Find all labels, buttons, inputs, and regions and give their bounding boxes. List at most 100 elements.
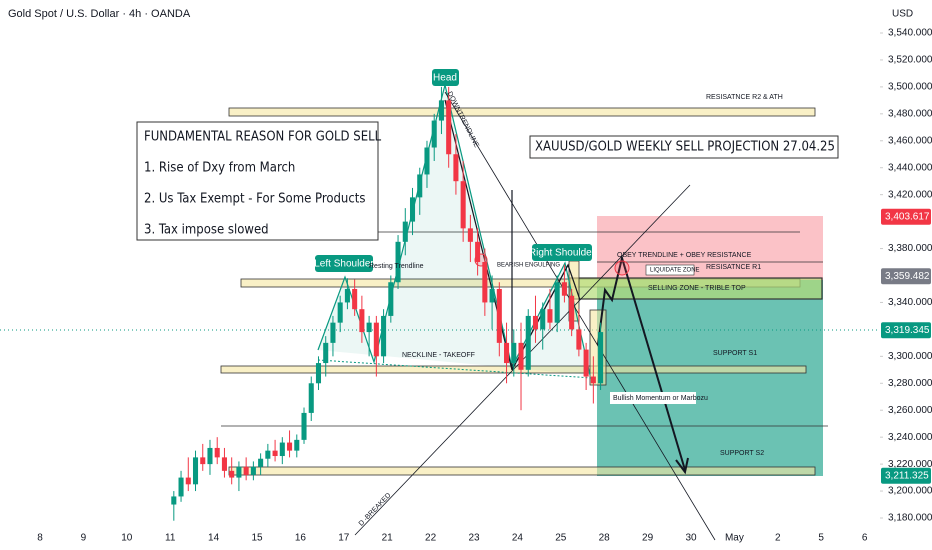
y-tick-label: 3,540.000 (888, 28, 932, 39)
annotation: SELLING ZONE - TRIBLE TOP (648, 285, 746, 292)
candle-body (438, 100, 444, 121)
candle-body (402, 221, 408, 242)
candle-body (424, 147, 430, 175)
candle-body (185, 477, 191, 485)
candle-body (467, 228, 473, 242)
candle-body (192, 457, 199, 485)
candle-body (344, 288, 350, 303)
x-tick-label: 25 (555, 533, 567, 544)
y-tick-label: 3,200.000 (888, 486, 932, 497)
candle-body (315, 363, 322, 384)
x-tick-label: 9 (81, 533, 87, 544)
price-tag (881, 467, 931, 484)
candle-body (504, 342, 510, 364)
candle-body (475, 241, 481, 263)
candle-body (308, 383, 314, 413)
candle-body (561, 282, 567, 296)
x-tick-label: 2 (775, 533, 781, 544)
label-badge (432, 69, 459, 86)
x-tick-label: 15 (251, 533, 263, 544)
candle-body (583, 349, 589, 377)
candle-body (279, 442, 285, 457)
annotation: BEARISH ENGULFING (497, 263, 560, 269)
price-tag (881, 322, 931, 339)
candle-body (482, 262, 488, 303)
y-tick-label: 3,180.000 (888, 513, 932, 524)
annotation: 3. Tax impose slowed (144, 223, 269, 238)
x-tick-label: May (725, 533, 744, 544)
text-box (645, 264, 695, 276)
candle-body (337, 302, 343, 323)
annotation: 1. Rise of Dxy from March (144, 161, 295, 176)
x-tick-label: 10 (121, 533, 133, 544)
candle-body (431, 120, 437, 148)
currency: USD (892, 9, 913, 20)
y-tick-label: 3,220.000 (888, 459, 932, 470)
candle-body (460, 181, 466, 229)
candle-body (221, 457, 227, 471)
price-tag-label: 3,403.617 (885, 211, 930, 222)
candle-body (388, 282, 394, 316)
annotation: XAUUSD/GOLD WEEKLY SELL PROJECTION 27.04… (535, 140, 835, 155)
y-tick-label: 3,500.000 (888, 82, 932, 93)
annotation: Resting Trendline (369, 263, 424, 270)
arrow-head (675, 457, 689, 475)
annotation: D -BREAKED (358, 492, 393, 528)
x-tick-label: 21 (382, 533, 394, 544)
candle-body (446, 100, 452, 155)
pattern-fill (318, 85, 590, 375)
annotation: SUPPORT S1 (713, 350, 757, 357)
annotation: NECKLINE - TAKEOFF (402, 352, 475, 359)
candle-body (532, 315, 539, 330)
candle-body (287, 442, 293, 451)
annotation: OBEY TRENDLINE + OBEY RESISTANCE (617, 252, 752, 259)
candle-body (207, 447, 213, 465)
y-tick-label: 3,520.000 (888, 55, 932, 66)
y-tick-label: 3,380.000 (888, 243, 932, 254)
y-tick-label: 3,440.000 (888, 162, 932, 173)
candle-body (243, 466, 249, 475)
y-tick-label: 3,300.000 (888, 351, 932, 362)
annotation: Head (433, 73, 457, 84)
downtrend-line (444, 91, 716, 541)
y-tick-label: 3,420.000 (888, 189, 932, 200)
candle-body (576, 329, 582, 350)
candle-body (496, 288, 502, 343)
candle-body (272, 450, 278, 457)
text-box (136, 121, 379, 241)
candle-body (590, 376, 596, 384)
x-tick-label: 22 (425, 533, 437, 544)
projection-arrow (597, 254, 686, 471)
candle-body (525, 315, 531, 370)
candles (171, 86, 604, 521)
candle-body (511, 342, 517, 364)
candle-body (554, 282, 560, 323)
x-tick-label: 5 (818, 533, 824, 544)
annotation: RESISATNCE R1 (706, 264, 761, 271)
candle-body (236, 466, 242, 478)
candle-body (294, 439, 300, 451)
x-tick-label: 30 (685, 533, 697, 544)
y-tick-label: 3,260.000 (888, 405, 932, 416)
candle-body (381, 315, 387, 357)
annotation: 2. Us Tax Exempt - For Some Products (144, 192, 365, 207)
candle-body (373, 322, 379, 357)
candle-body (265, 450, 271, 459)
price-tag-label: 3,211.325 (885, 470, 929, 481)
label-badge (532, 244, 592, 261)
candle-body (453, 154, 459, 182)
annotation: Right Shoulder (529, 248, 596, 259)
annotation: RESISATNCE R2 & ATH (706, 94, 783, 101)
y-tick-label: 3,340.000 (888, 297, 932, 308)
annotation: FUNDAMENTAL REASON FOR GOLD SELL (144, 130, 382, 145)
y-tick-label: 3,480.000 (888, 108, 932, 119)
candle-body (330, 322, 336, 343)
y-tick-label: 3,240.000 (888, 432, 932, 443)
chart-title: Gold Spot / U.S. Dollar · 4h · OANDA (8, 8, 191, 20)
circle (614, 260, 630, 276)
x-tick-label: 14 (208, 533, 220, 544)
annotation: Left Shoulder (314, 259, 374, 270)
candle-body (518, 342, 524, 370)
candle-body (301, 412, 307, 440)
